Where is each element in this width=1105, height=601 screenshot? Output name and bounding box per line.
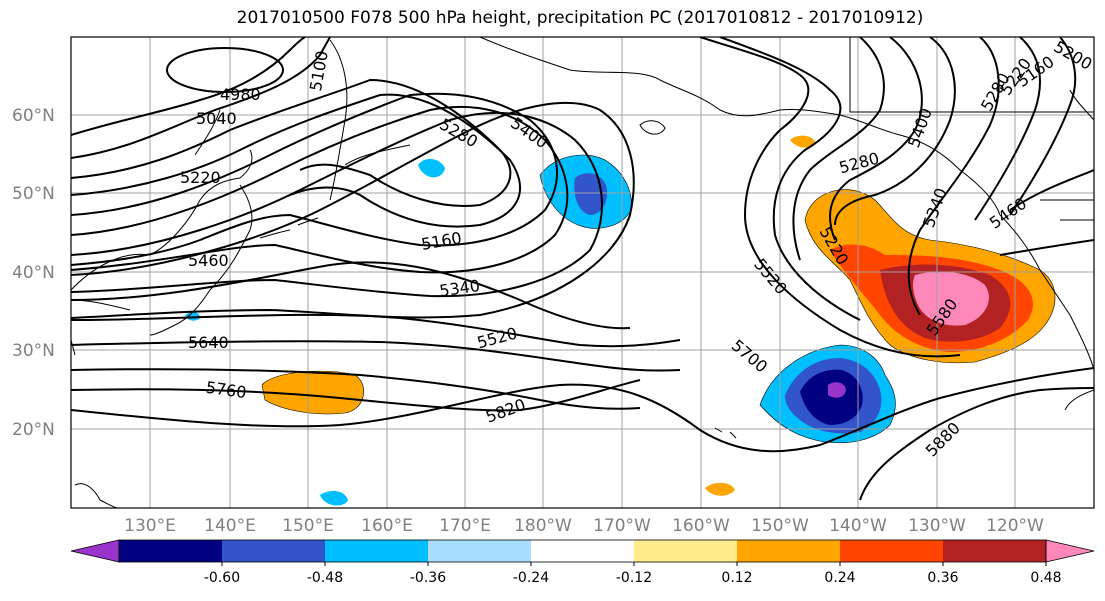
colorbar-tick-label: -0.60 bbox=[204, 570, 240, 586]
lon-label: 160°E bbox=[361, 516, 413, 536]
colorbar-tick-label: -0.12 bbox=[616, 570, 652, 586]
colorbar-bin bbox=[943, 540, 1047, 562]
lon-label: 180°W bbox=[514, 516, 572, 536]
colorbar-bin bbox=[119, 540, 223, 562]
colorbar-tick-labels: -0.60 -0.48 -0.36 -0.24 -0.12 0.12 0.24 0.36 0.4… bbox=[204, 562, 1062, 586]
contour-label: 5640 bbox=[188, 333, 229, 352]
contour-label: 4980 bbox=[220, 85, 261, 104]
longitude-labels: 130°E 140°E 150°E 160°E 170°E 180°W 170°… bbox=[124, 516, 1044, 536]
colorbar-tick-label: -0.48 bbox=[307, 570, 343, 586]
coastlines bbox=[71, 37, 1094, 508]
contour-label: 5460 bbox=[188, 251, 229, 270]
latitude-labels: 60°N 50°N 40°N 30°N 20°N bbox=[12, 106, 55, 440]
colorbar-bin bbox=[531, 540, 635, 562]
colorbar-tick-label: 0.12 bbox=[721, 570, 752, 586]
lat-label: 20°N bbox=[12, 420, 55, 440]
colorbar-tick-label: 0.36 bbox=[927, 570, 958, 586]
contour-label: 5220 bbox=[180, 168, 221, 187]
lon-label: 120°W bbox=[986, 516, 1044, 536]
lon-label: 160°W bbox=[672, 516, 730, 536]
lon-label: 140°E bbox=[204, 516, 256, 536]
map-frame bbox=[70, 36, 1095, 509]
colorbar-extend-low bbox=[70, 539, 120, 563]
colorbar-outline bbox=[118, 539, 1047, 563]
lat-label: 60°N bbox=[12, 106, 55, 126]
lat-label: 40°N bbox=[12, 263, 55, 283]
lat-label: 30°N bbox=[12, 341, 55, 361]
lon-label: 140°W bbox=[829, 516, 887, 536]
map-title: 2017010500 F078 500 hPa height, precipit… bbox=[236, 8, 924, 28]
colorbar-bin bbox=[737, 540, 841, 562]
colorbar-tick-label: -0.24 bbox=[513, 570, 549, 586]
map-area: 4980 5040 5100 5220 5280 5400 5160 5460 … bbox=[71, 37, 1094, 508]
graticule bbox=[71, 37, 1094, 508]
lon-label: 170°W bbox=[593, 516, 651, 536]
lat-label: 50°N bbox=[12, 184, 55, 204]
lon-label: 150°W bbox=[751, 516, 809, 536]
lon-label: 150°E bbox=[282, 516, 334, 536]
lon-label: 130°W bbox=[908, 516, 966, 536]
colorbar-tick-label: 0.48 bbox=[1030, 570, 1061, 586]
colorbar-tick-label: 0.24 bbox=[824, 570, 855, 586]
contour-label: 5040 bbox=[196, 109, 237, 128]
colorbar-tick-label: -0.36 bbox=[410, 570, 446, 586]
colorbar-bin bbox=[840, 540, 944, 562]
colorbar-bin bbox=[634, 540, 738, 562]
colorbar-extend-high bbox=[1045, 539, 1095, 563]
colorbar-bin bbox=[325, 540, 429, 562]
lon-label: 170°E bbox=[439, 516, 491, 536]
lon-label: 130°E bbox=[124, 516, 176, 536]
height-contours bbox=[71, 37, 1094, 501]
colorbar-bin bbox=[428, 540, 532, 562]
colorbar bbox=[70, 539, 1095, 563]
colorbar-bin bbox=[222, 540, 326, 562]
